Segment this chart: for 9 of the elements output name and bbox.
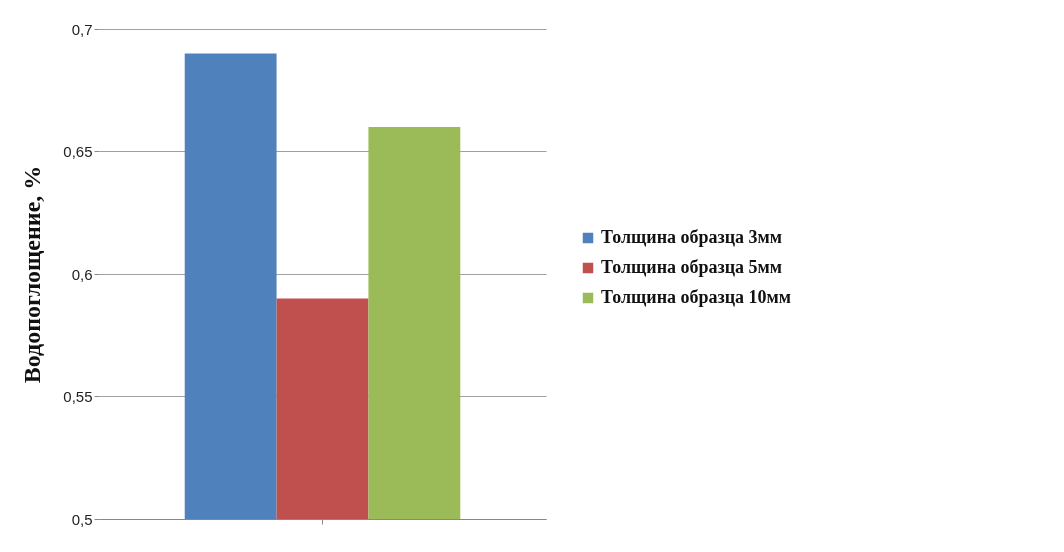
y-tick-label: 0,7 [71, 20, 93, 38]
legend-label: Толщина образца 3мм [601, 227, 783, 247]
y-tick-label: 0,55 [63, 388, 93, 405]
y-tick-label: 0,5 [71, 510, 93, 528]
legend-label: Толщина образца 10мм [601, 287, 792, 307]
y-tick-label: 0,65 [63, 143, 93, 160]
legend-label: Толщина образца 5мм [601, 257, 783, 277]
y-axis-title: Водопоглощение, % [19, 165, 46, 384]
y-tick-label: 0,6 [71, 265, 93, 283]
